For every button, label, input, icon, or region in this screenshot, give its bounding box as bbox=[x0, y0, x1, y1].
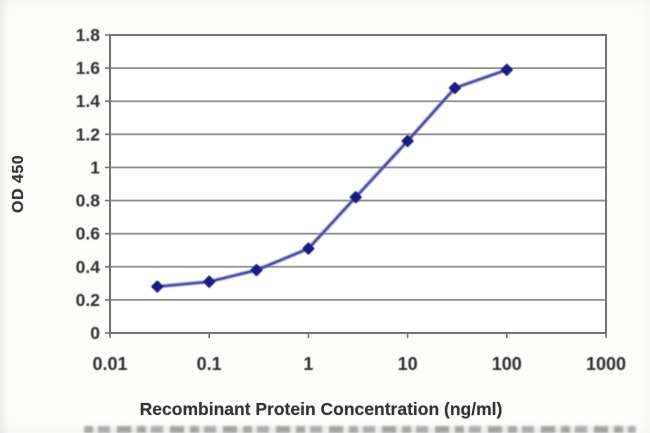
gridline-layer bbox=[110, 35, 606, 333]
y-tick-label: 0.4 bbox=[76, 257, 101, 277]
data-point-marker bbox=[448, 81, 461, 95]
y-tick-label: 0 bbox=[90, 323, 100, 343]
axis-layer bbox=[105, 34, 607, 338]
y-tick-label: 1.8 bbox=[76, 25, 101, 45]
x-tick-label: 0.1 bbox=[197, 354, 222, 374]
x-tick-label: 1000 bbox=[586, 354, 626, 374]
y-tick-label: 0.6 bbox=[76, 224, 101, 244]
plot-background bbox=[110, 35, 606, 333]
y-tick-label: 1.6 bbox=[76, 58, 101, 78]
data-point-marker bbox=[203, 275, 216, 288]
series-line bbox=[157, 68, 508, 288]
y-tick-label: 0.2 bbox=[76, 290, 101, 310]
series-layer bbox=[151, 63, 513, 293]
tick-label-layer: 0 0.2 0.4 0.6 0.8 1 1.2 1.4 1.6 1.8 0.01 0.1 1 10 100 1… bbox=[76, 25, 626, 374]
data-point-marker bbox=[302, 242, 315, 255]
y-tick-label: 0.8 bbox=[76, 191, 101, 211]
x-tick-label: 10 bbox=[398, 354, 418, 374]
y-tick-label: 1.4 bbox=[76, 91, 101, 111]
data-point-marker bbox=[151, 280, 164, 293]
plot-border bbox=[109, 34, 607, 334]
jpeg-artifact-strip bbox=[84, 426, 636, 433]
x-tick-label: 1 bbox=[303, 354, 313, 374]
x-tick-label: 100 bbox=[492, 354, 522, 374]
data-point-marker bbox=[401, 134, 414, 148]
x-axis-title: Recombinant Protein Concentration (ng/ml… bbox=[139, 399, 503, 419]
jpeg-edge-smear bbox=[0, 0, 8, 433]
y-tick-label: 1.2 bbox=[76, 124, 101, 144]
y-axis-title: OD 450 bbox=[10, 154, 27, 214]
data-point-marker bbox=[250, 264, 263, 277]
data-point-marker bbox=[349, 191, 362, 204]
data-point-marker bbox=[500, 63, 513, 76]
x-tick-label: 0.01 bbox=[92, 354, 127, 374]
y-tick-label: 1 bbox=[90, 157, 100, 177]
